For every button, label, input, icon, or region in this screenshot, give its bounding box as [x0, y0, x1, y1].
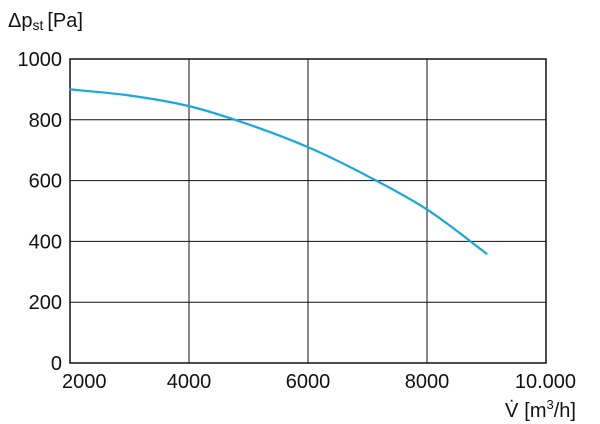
- x-tick-label: 8000: [405, 371, 450, 393]
- y-tick-label: 1000: [18, 49, 63, 71]
- y-axis-label-subscript: st: [32, 17, 43, 33]
- y-axis-label-symbol: Δp: [8, 10, 32, 32]
- x-tick-label: 4000: [167, 371, 212, 393]
- series-layer: [68, 88, 488, 255]
- tick-labels: 0 200 400 600 800 1000 2000 4000 6000 8000 10.000: [18, 49, 577, 393]
- series-line: [68, 88, 488, 255]
- x-axis-label-symbol: V̇: [505, 400, 519, 422]
- plot-frame: [69, 58, 547, 364]
- x-tick-label: 10.000: [515, 371, 576, 393]
- y-tick-label: 600: [29, 171, 62, 193]
- y-tick-label: 400: [29, 231, 62, 253]
- y-axis-label: Δpst [Pa]: [8, 10, 83, 33]
- x-axis-label-superscript: 3: [547, 397, 554, 412]
- y-axis-label-unit: [Pa]: [47, 10, 83, 32]
- x-axis-label-unit-end: /h]: [554, 400, 576, 422]
- x-tick-label: 6000: [286, 371, 331, 393]
- x-tick-label: 2000: [62, 371, 107, 393]
- x-axis-label: V̇ [m3/h]: [505, 397, 576, 422]
- y-tick-label: 0: [51, 353, 62, 375]
- x-axis-label-unit: [m: [524, 400, 546, 422]
- grid: [70, 59, 546, 363]
- y-tick-label: 800: [29, 110, 62, 132]
- y-tick-label: 200: [29, 292, 62, 314]
